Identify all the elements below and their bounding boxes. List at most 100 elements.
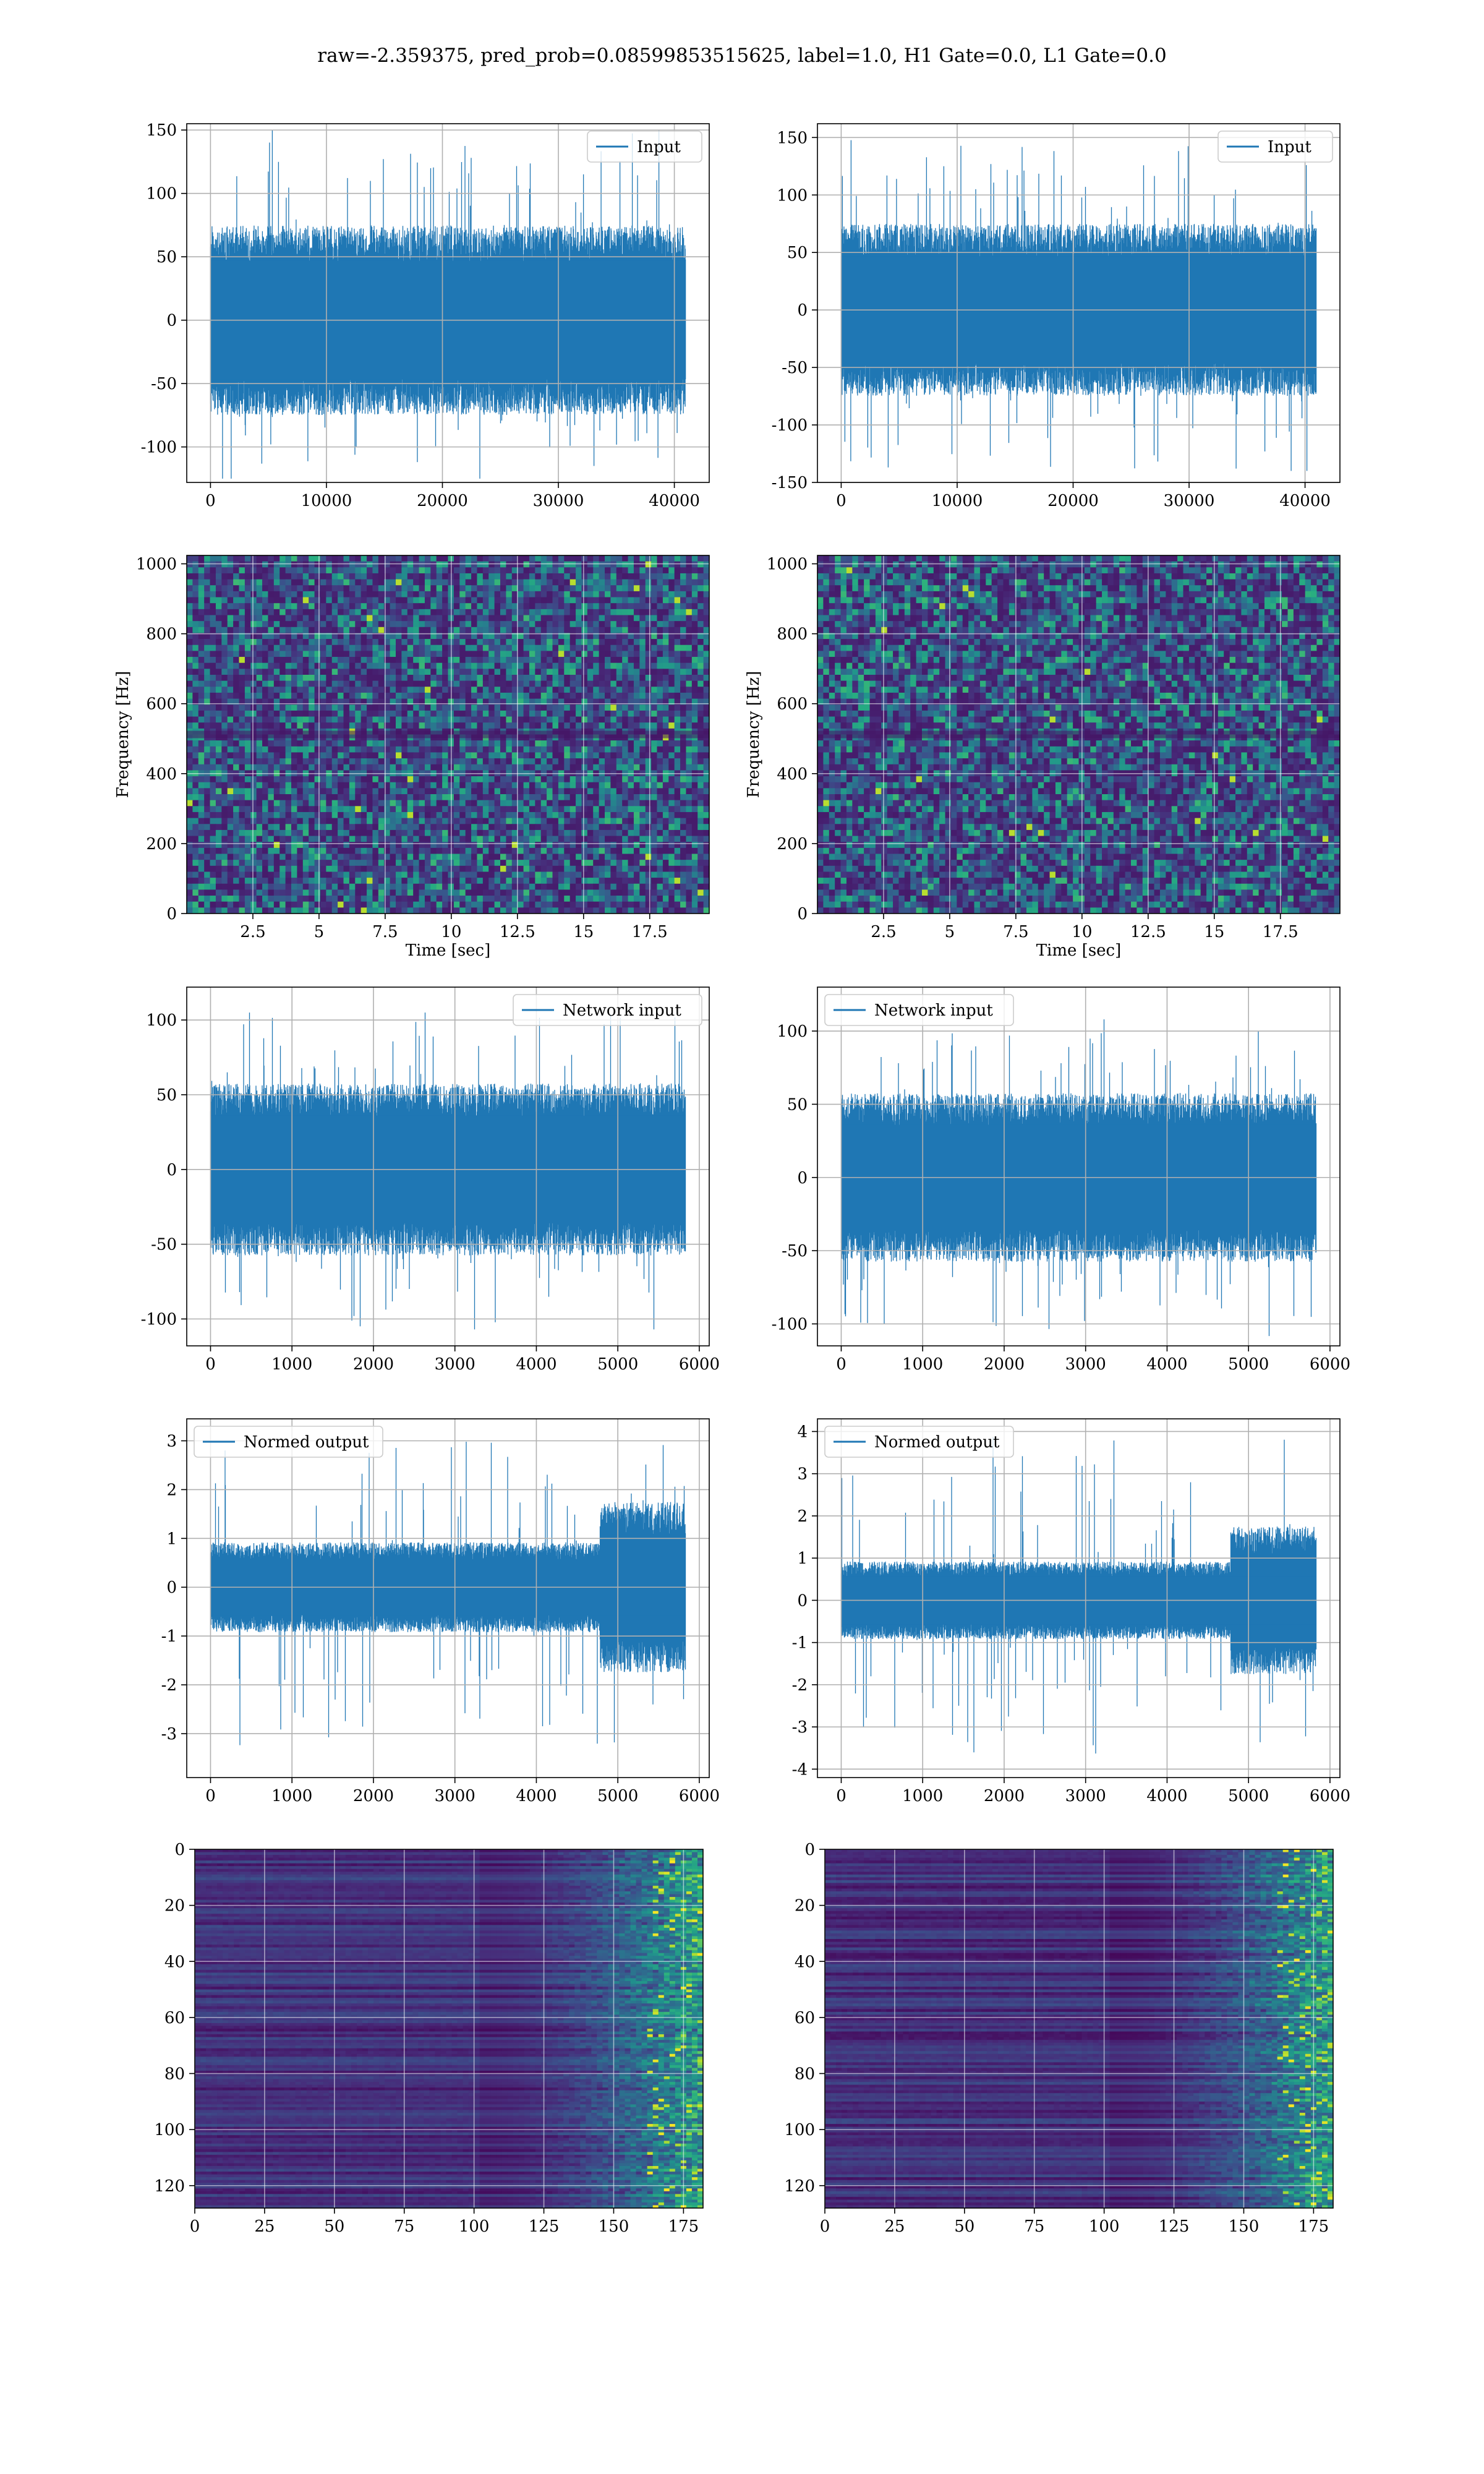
heatmap-cell bbox=[587, 752, 594, 759]
heatmap-cell bbox=[215, 639, 222, 646]
heatmap-cell bbox=[674, 597, 681, 604]
heatmap-cell bbox=[233, 758, 240, 765]
heatmap-cell bbox=[674, 687, 681, 693]
heatmap-cell bbox=[540, 829, 547, 837]
heatmap-cell bbox=[256, 644, 263, 651]
heatmap-cell bbox=[233, 675, 240, 682]
heatmap-cell bbox=[581, 651, 588, 657]
heatmap-cell bbox=[291, 829, 297, 837]
heatmap-cell bbox=[239, 591, 245, 598]
heatmap-cell bbox=[657, 824, 663, 831]
heatmap-cell bbox=[616, 627, 623, 634]
heatmap-cell bbox=[610, 746, 617, 753]
heatmap-cell bbox=[657, 704, 663, 711]
heatmap-cell bbox=[343, 752, 350, 759]
heatmap-cell bbox=[187, 657, 193, 664]
heatmap-cell bbox=[680, 854, 687, 860]
heatmap-cell bbox=[518, 860, 524, 867]
heatmap-cell bbox=[204, 722, 211, 729]
heatmap-cell bbox=[309, 788, 315, 795]
heatmap-cell bbox=[547, 639, 553, 646]
heatmap-cell bbox=[320, 561, 326, 568]
heatmap-cell bbox=[645, 698, 652, 705]
heatmap-cell bbox=[244, 603, 251, 610]
heatmap-cell bbox=[569, 704, 576, 711]
heatmap-cell bbox=[314, 669, 321, 675]
heatmap-cell bbox=[297, 716, 304, 723]
heatmap-cell bbox=[494, 585, 501, 592]
heatmap-cell bbox=[477, 561, 484, 568]
heatmap-cell bbox=[610, 585, 617, 592]
heatmap-cell bbox=[233, 662, 240, 669]
heatmap-cell bbox=[302, 800, 309, 807]
heatmap-cell bbox=[233, 567, 240, 574]
heatmap-cell bbox=[338, 847, 344, 855]
heatmap-cell bbox=[569, 633, 576, 640]
heatmap-cell bbox=[285, 829, 292, 837]
heatmap-cell bbox=[198, 662, 205, 669]
heatmap-cell bbox=[633, 704, 640, 711]
heatmap-cell bbox=[453, 591, 460, 598]
legend-label: Input bbox=[637, 138, 681, 156]
heatmap-cell bbox=[500, 615, 506, 622]
heatmap-cell bbox=[273, 752, 280, 759]
heatmap-cell bbox=[250, 865, 257, 873]
heatmap-cell bbox=[581, 854, 588, 860]
heatmap-cell bbox=[482, 824, 489, 831]
heatmap-cell bbox=[558, 704, 565, 711]
heatmap-cell bbox=[633, 758, 640, 765]
heatmap-cell bbox=[244, 615, 251, 622]
heatmap-cell bbox=[587, 657, 594, 664]
heatmap-cell bbox=[494, 627, 501, 634]
heatmap-cell bbox=[576, 824, 582, 831]
heatmap-cell bbox=[691, 860, 698, 867]
heatmap-cell bbox=[697, 567, 704, 574]
heatmap-cell bbox=[523, 871, 530, 878]
heatmap-cell bbox=[482, 811, 489, 819]
heatmap-cell bbox=[668, 615, 675, 622]
heatmap-cell bbox=[285, 878, 292, 884]
heatmap-cell bbox=[482, 609, 489, 616]
heatmap-cell bbox=[390, 585, 396, 592]
heatmap-cell bbox=[523, 692, 530, 700]
heatmap-cell bbox=[215, 878, 222, 884]
heatmap-cell bbox=[593, 746, 600, 753]
heatmap-cell bbox=[407, 722, 414, 729]
heatmap-cell bbox=[442, 627, 449, 634]
heatmap-cell bbox=[686, 555, 693, 562]
heatmap-cell bbox=[605, 657, 611, 664]
heatmap-cell bbox=[314, 704, 321, 711]
heatmap-cell bbox=[488, 687, 495, 693]
heatmap-cell bbox=[552, 871, 559, 878]
heatmap-cell bbox=[645, 782, 652, 789]
heatmap-cell bbox=[297, 561, 304, 568]
heatmap-cell bbox=[396, 716, 402, 723]
heatmap-cell bbox=[233, 865, 240, 873]
heatmap-cell bbox=[210, 669, 216, 675]
heatmap-cell bbox=[500, 603, 506, 610]
heatmap-cell bbox=[506, 811, 513, 819]
heatmap-cell bbox=[419, 704, 425, 711]
heatmap-cell bbox=[668, 698, 675, 705]
heatmap-cell bbox=[221, 860, 228, 867]
heatmap-cell bbox=[302, 675, 309, 682]
heatmap-cell bbox=[494, 662, 501, 669]
heatmap-cell bbox=[384, 824, 391, 831]
heatmap-cell bbox=[343, 687, 350, 693]
heatmap-cell bbox=[331, 788, 338, 795]
heatmap-cell bbox=[187, 687, 193, 693]
heatmap-cell bbox=[198, 687, 205, 693]
heatmap-cell bbox=[338, 615, 344, 622]
heatmap-cell bbox=[302, 740, 309, 747]
heatmap-cell bbox=[338, 585, 344, 592]
heatmap-cell bbox=[297, 824, 304, 831]
heatmap-cell bbox=[442, 591, 449, 598]
heatmap-cell bbox=[523, 591, 530, 598]
heatmap-cell bbox=[511, 585, 518, 592]
heatmap-cell bbox=[453, 854, 460, 860]
heatmap-cell bbox=[581, 680, 588, 687]
heatmap-cell bbox=[239, 609, 245, 616]
heatmap-cell bbox=[593, 794, 600, 801]
heatmap-cell bbox=[697, 794, 704, 801]
heatmap-cell bbox=[703, 782, 709, 789]
